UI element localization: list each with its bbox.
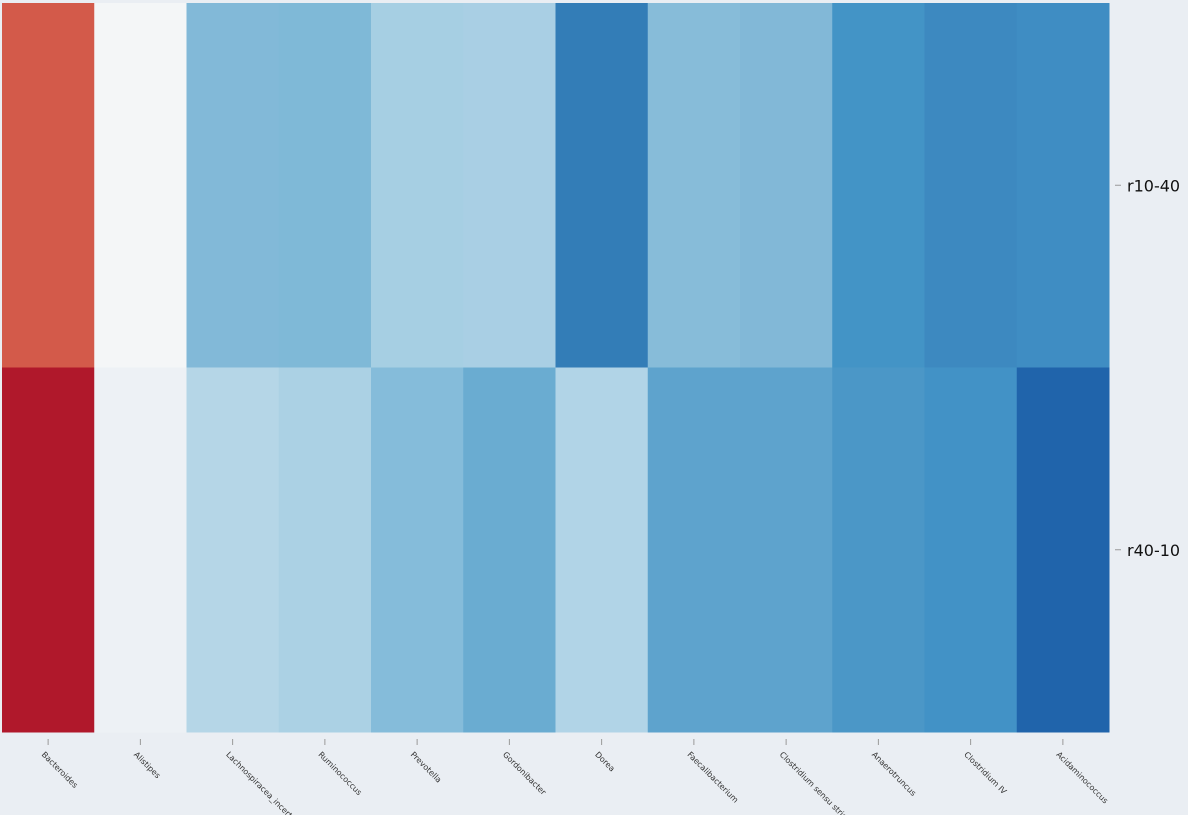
heatmap-cell	[555, 3, 649, 368]
heatmap-cell	[463, 367, 556, 733]
x-tick-label: Ruminococcus	[316, 750, 363, 797]
y-tick-label: r40-10	[1127, 541, 1180, 560]
heatmap-cell	[94, 367, 187, 733]
x-tick-label: Acidaminococcus	[1054, 750, 1109, 805]
x-tick-label: Lachnospiracea_incertae_sedis	[224, 750, 318, 815]
heatmap-cell	[278, 367, 372, 733]
y-tick-label: r10-40	[1127, 176, 1180, 195]
x-tick-label: Gordonibacter	[501, 750, 548, 797]
heatmap-cell	[924, 367, 1018, 733]
heatmap-cell	[186, 367, 280, 733]
heatmap-cell	[555, 367, 649, 733]
x-tick-label: Dorea	[593, 750, 616, 773]
x-tick-label: Alistipes	[132, 750, 162, 780]
heatmap-cell	[2, 367, 95, 733]
heatmap-cell	[924, 3, 1018, 368]
x-tick-label: Faecalibacterium	[685, 750, 740, 805]
x-tick-label: Prevotella	[409, 750, 444, 785]
x-tick-label: Anaerotruncus	[870, 750, 918, 798]
heatmap-cell	[832, 3, 925, 368]
heatmap-cell	[463, 3, 556, 368]
heatmap-cell	[647, 3, 741, 368]
heatmap-cell	[2, 3, 95, 368]
heatmap-cell	[186, 3, 280, 368]
heatmap-cell	[740, 3, 833, 368]
heatmap-cell	[371, 3, 464, 368]
x-tick-label: Bacteroides	[40, 750, 80, 790]
heatmap-cell	[371, 367, 464, 733]
x-tick-label: Clostridium sensu stricto	[778, 750, 855, 815]
heatmap-cell	[1016, 367, 1110, 733]
heatmap-cell	[278, 3, 372, 368]
heatmap-cell	[1016, 3, 1110, 368]
heatmap-cell	[832, 367, 925, 733]
heatmap-cell	[740, 367, 833, 733]
x-tick-label: Clostridium IV	[962, 750, 1008, 796]
heatmap-cell	[647, 367, 741, 733]
heatmap-cell	[94, 3, 187, 368]
